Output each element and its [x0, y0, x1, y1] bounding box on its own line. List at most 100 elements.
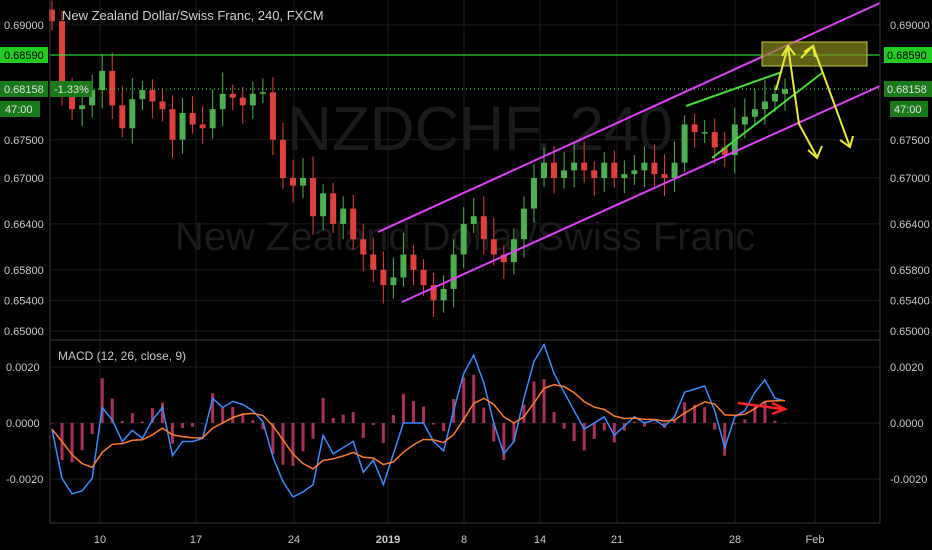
macd-hist-bar — [301, 423, 305, 452]
price-tick-label: 0.65400 — [4, 295, 44, 307]
macd-hist-bar — [80, 423, 84, 451]
candle-body — [601, 162, 608, 178]
candle-body — [541, 162, 548, 178]
macd-tick-label: 0.0000 — [890, 418, 924, 430]
candle-body — [59, 21, 66, 91]
candle-body — [310, 178, 317, 217]
time-tick-label: 8 — [461, 534, 467, 546]
candle-body — [169, 109, 176, 140]
time-tick-label: 24 — [288, 534, 300, 546]
macd-hist-bar — [401, 393, 405, 423]
candle-body — [69, 90, 76, 110]
macd-hist-bar — [291, 423, 295, 466]
price-tick-label: 0.65000 — [890, 326, 930, 338]
change-badge: -1.33% — [54, 84, 89, 96]
macd-hist-bar — [241, 413, 245, 423]
candle-body — [470, 216, 477, 224]
candle-body — [671, 162, 678, 178]
candle-body — [771, 93, 778, 102]
candle-body — [651, 162, 658, 175]
macd-hist-bar — [381, 423, 385, 443]
macd-label: MACD (12, 26, close, 9) — [58, 349, 186, 363]
price-tick-label: 0.65800 — [4, 265, 44, 277]
macd-hist-bar — [592, 423, 596, 439]
macd-hist-bar — [361, 423, 365, 438]
candle-body — [79, 105, 86, 110]
candle-body — [289, 178, 296, 186]
candle-body — [279, 139, 286, 178]
macd-hist-bar — [391, 414, 395, 423]
svg-text:0.68590: 0.68590 — [4, 50, 44, 62]
macd-hist-bar — [231, 406, 235, 423]
macd-hist-bar — [351, 412, 355, 423]
current-price-badge-right: 0.68158 47:00 — [884, 81, 932, 117]
macd-hist-bar — [482, 407, 486, 423]
macd-hist-bar — [341, 414, 345, 423]
wedge-lower-line[interactable] — [711, 72, 823, 159]
macd-hist-bar — [713, 423, 717, 430]
candle-body — [721, 147, 728, 156]
macd-hist-bar — [90, 423, 94, 435]
channel-lower-line[interactable] — [401, 85, 881, 303]
macd-hist-bar — [271, 423, 275, 455]
chart-title: New Zealand Dollar/Swiss Franc, 240, FXC… — [62, 8, 324, 23]
watermark-symbol: NZDCHF, 240 — [287, 95, 673, 164]
candle-body — [320, 193, 327, 217]
price-tick-label: 0.67000 — [890, 173, 930, 185]
candle-body — [89, 90, 96, 106]
macd-hist-bar — [632, 421, 636, 423]
candle-body — [49, 9, 55, 22]
macd-hist-bar — [261, 423, 265, 430]
candle-body — [249, 93, 256, 106]
macd-trend-arrow[interactable] — [737, 401, 789, 416]
current-price-badge-left: 0.68158 -1.33% 47:00 — [0, 81, 92, 117]
candle-body — [269, 92, 276, 140]
candle-body — [621, 174, 628, 178]
candle-body — [490, 239, 497, 255]
macd-tick-label: 0.0020 — [6, 362, 40, 374]
wedge-upper-line[interactable] — [685, 71, 783, 107]
candle-body — [330, 193, 337, 224]
macd-hist-bar — [110, 398, 114, 423]
candle-body — [229, 93, 236, 98]
candle-body — [500, 254, 507, 263]
macd-hist-bar — [442, 423, 446, 432]
macd-hist-bar — [753, 406, 757, 423]
candle-body — [199, 124, 206, 129]
time-tick-label: 21 — [611, 534, 623, 546]
candle-body — [581, 162, 588, 171]
macd-hist-bar — [70, 423, 74, 463]
macd-hist-bar — [582, 423, 586, 451]
macd-hist-bar — [602, 423, 606, 431]
macd-hist-bar — [160, 402, 164, 423]
candle-body — [711, 132, 718, 148]
macd-hist-bar — [763, 401, 767, 423]
price-tick-label: 0.69000 — [4, 20, 44, 32]
macd-hist-bar — [703, 407, 707, 423]
projection-arrows[interactable] — [775, 44, 854, 160]
candle-body — [450, 254, 457, 289]
svg-text:0.68158: 0.68158 — [4, 84, 44, 96]
macd-hist-bar — [552, 412, 556, 423]
macd-hist-bar — [572, 423, 576, 442]
candle-body — [119, 105, 126, 129]
macd-hist-bar — [693, 405, 697, 423]
macd-hist-bar — [432, 423, 436, 425]
macd-hist-bar — [281, 423, 285, 465]
macd-hist-bar — [321, 397, 325, 423]
candle-body — [239, 97, 246, 106]
candle-body — [360, 239, 367, 255]
countdown-badge-left: 47:00 — [5, 104, 33, 116]
candle-body — [551, 162, 558, 178]
price-axis-left: 0.69000 0.67500 0.67000 0.66400 0.65800 0.654… — [4, 20, 44, 338]
channel-upper-line[interactable] — [377, 2, 881, 233]
macd-hist-bar — [562, 423, 566, 429]
candle-body — [460, 223, 467, 255]
candle-body — [701, 132, 708, 134]
macd-hist-bar — [191, 423, 195, 427]
candle-body — [99, 70, 106, 91]
candle-body — [219, 93, 226, 110]
macd-hist-bar — [120, 420, 124, 423]
price-tick-label: 0.65400 — [890, 295, 930, 307]
